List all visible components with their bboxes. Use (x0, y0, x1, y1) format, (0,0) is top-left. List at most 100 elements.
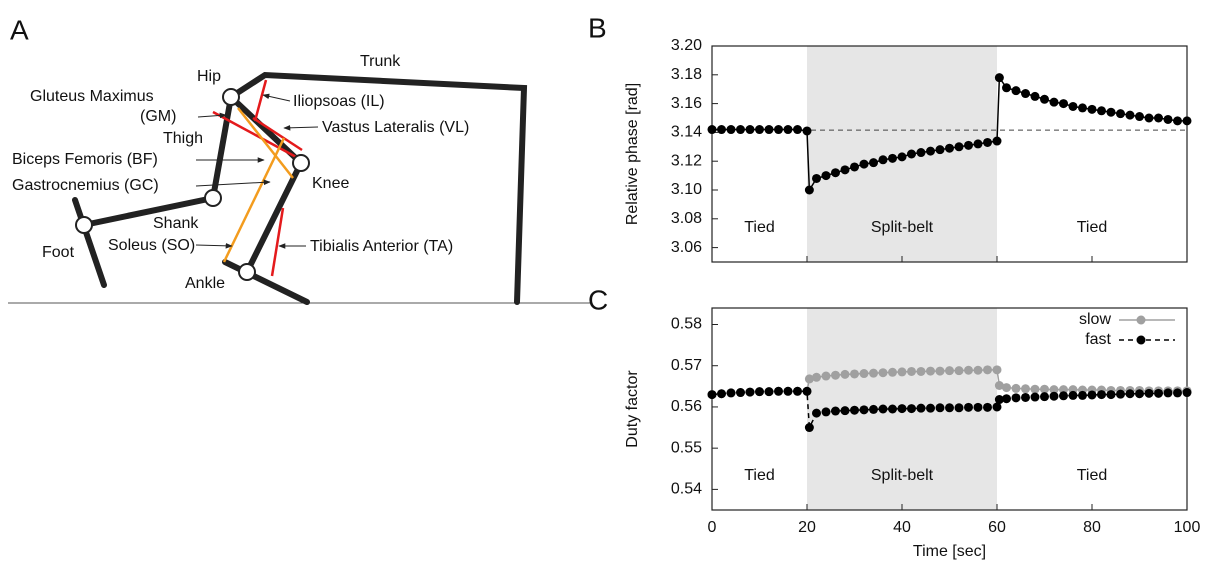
data-point (983, 365, 992, 375)
data-point (869, 404, 878, 414)
data-point (812, 372, 821, 382)
joint-hip (222, 88, 240, 106)
data-point (793, 125, 802, 135)
label: Soleus (SO) (108, 237, 195, 254)
label: Foot (42, 244, 75, 261)
y-tick-label: 3.08 (671, 210, 702, 227)
joint-ankle (238, 263, 256, 281)
data-point (1011, 86, 1021, 96)
data-point (954, 403, 964, 413)
muscle-gm (212, 110, 299, 160)
data-point (888, 404, 897, 414)
annotation: Tied (1077, 219, 1108, 236)
data-point (1002, 83, 1011, 93)
label: (GM) (140, 108, 176, 125)
data-point (1021, 384, 1030, 394)
data-point (945, 143, 954, 153)
label: Gastrocnemius (GC) (12, 177, 159, 194)
data-point (1154, 113, 1163, 123)
data-point (1144, 113, 1154, 123)
x-tick-label: 80 (1083, 519, 1101, 536)
muscle-il (253, 79, 268, 122)
data-point (888, 153, 897, 163)
data-point (1030, 384, 1040, 394)
data-point (802, 126, 812, 136)
data-point (1125, 389, 1135, 399)
y-tick-label: 3.06 (671, 239, 702, 256)
data-point (850, 405, 859, 415)
label: Trunk (360, 53, 401, 70)
y-tick-label: 0.55 (671, 439, 702, 456)
data-point (973, 402, 983, 412)
data-point (907, 404, 916, 414)
label: Ankle (185, 275, 225, 292)
data-point (793, 386, 802, 396)
data-point (1144, 388, 1154, 398)
data-point (973, 139, 983, 149)
data-point (994, 73, 1004, 83)
data-point (954, 366, 964, 376)
data-point (1068, 101, 1078, 111)
data-point (804, 423, 814, 433)
data-point (1040, 94, 1049, 104)
data-point (994, 395, 1004, 405)
annotation: Split-belt (871, 467, 934, 484)
data-point (812, 173, 821, 183)
data-point (964, 140, 973, 150)
data-point (745, 387, 755, 397)
data-point (717, 125, 726, 135)
data-point (916, 148, 926, 158)
data-point (1116, 389, 1125, 399)
data-point (717, 389, 726, 399)
y-tick-label: 3.16 (671, 95, 702, 112)
data-point (755, 125, 764, 135)
arrow (262, 93, 291, 102)
data-point (821, 407, 831, 417)
data-point (992, 402, 1002, 412)
data-point (859, 369, 869, 379)
x-axis-label: Time [sec] (913, 543, 986, 560)
data-point (916, 403, 926, 413)
data-point (1002, 383, 1011, 393)
data-point (1097, 390, 1106, 400)
trunk (228, 71, 528, 305)
annotation: Tied (1077, 467, 1108, 484)
data-point (926, 403, 935, 413)
arrow (197, 112, 227, 119)
data-point (926, 146, 935, 156)
data-point (1078, 103, 1087, 113)
annotation: Tied (744, 467, 775, 484)
data-point (964, 402, 973, 412)
y-axis-label: Relative phase [rad] (624, 83, 641, 225)
data-point (1135, 112, 1144, 122)
data-point (1059, 391, 1068, 401)
annotation: Split-belt (871, 219, 934, 236)
data-point (992, 365, 1002, 375)
data-point (707, 390, 717, 400)
data-point (907, 366, 916, 376)
data-point (1002, 394, 1011, 404)
data-point (764, 125, 774, 135)
data-point (831, 370, 840, 380)
data-point (764, 387, 774, 397)
x-tick-label: 0 (708, 519, 717, 536)
data-point (1106, 107, 1116, 117)
label: Tibialis Anterior (TA) (310, 238, 453, 255)
plot-frame (711, 307, 1188, 511)
data-point (1116, 109, 1125, 119)
data-point (926, 366, 935, 376)
right-foot (222, 259, 310, 305)
annotation: Tied (744, 219, 775, 236)
data-point (1011, 383, 1021, 393)
y-tick-label: 3.20 (671, 37, 702, 54)
data-point (935, 403, 945, 413)
muscle-gc (222, 137, 286, 263)
data-point (888, 367, 897, 377)
data-point (983, 402, 992, 412)
y-axis-label: Duty factor (624, 370, 641, 448)
data-point (1173, 388, 1182, 398)
data-point (1021, 89, 1030, 99)
left-foot (72, 197, 107, 288)
data-point (994, 381, 1004, 391)
data-point (992, 136, 1002, 146)
